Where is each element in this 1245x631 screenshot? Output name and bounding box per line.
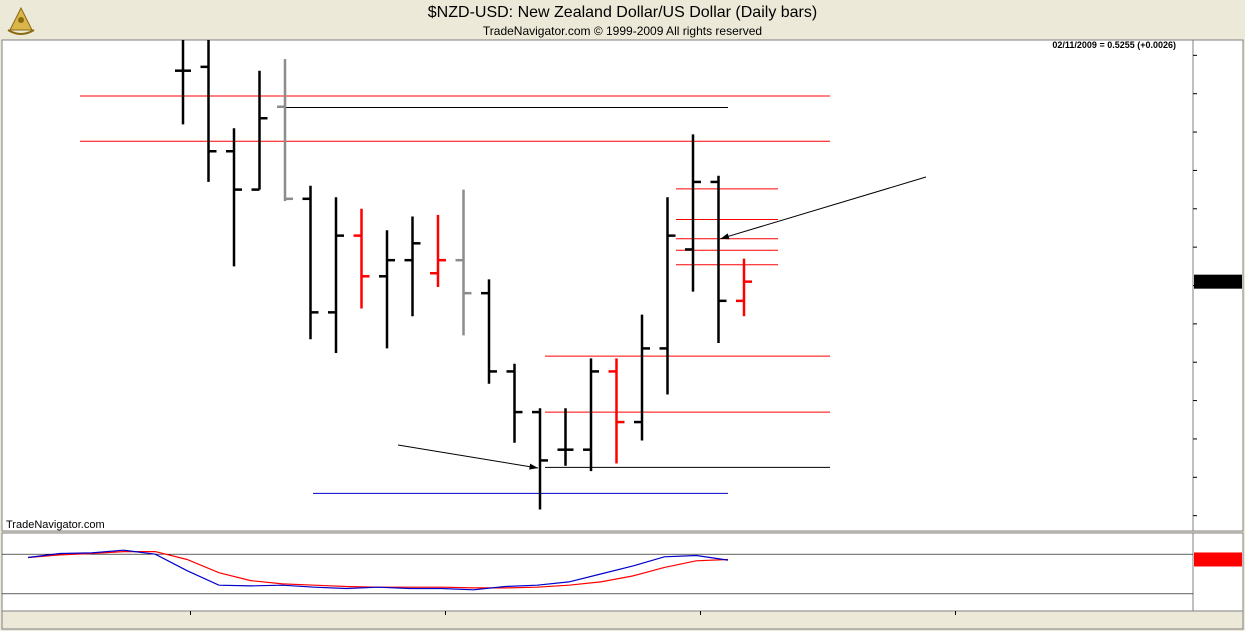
stoch-value-badge [1194, 552, 1242, 567]
sell-signal-arrow-head [720, 233, 730, 240]
chart-title: $NZD-USD: New Zealand Dollar/US Dollar (… [427, 4, 818, 21]
buy-signal-arrow-head [529, 463, 538, 470]
buy-signal-arrow [397, 444, 539, 469]
sell-signal-arrow [720, 176, 927, 240]
price-panel [1, 39, 1194, 532]
price-readout: 02/11/2009 = 0.5255 (+0.0026) [1052, 40, 1176, 50]
last-price-badge [1194, 274, 1242, 289]
watermark-text: TradeNavigator.com [6, 519, 105, 531]
chart-subtitle: TradeNavigator.com © 1999-2009 All right… [482, 24, 763, 38]
stoch-series-line [27, 549, 729, 591]
stoch-axis-panel [1192, 532, 1244, 612]
date-axis-panel [1, 610, 1244, 630]
sextant-logo-icon [7, 6, 35, 35]
stoch-panel [1, 532, 1194, 612]
